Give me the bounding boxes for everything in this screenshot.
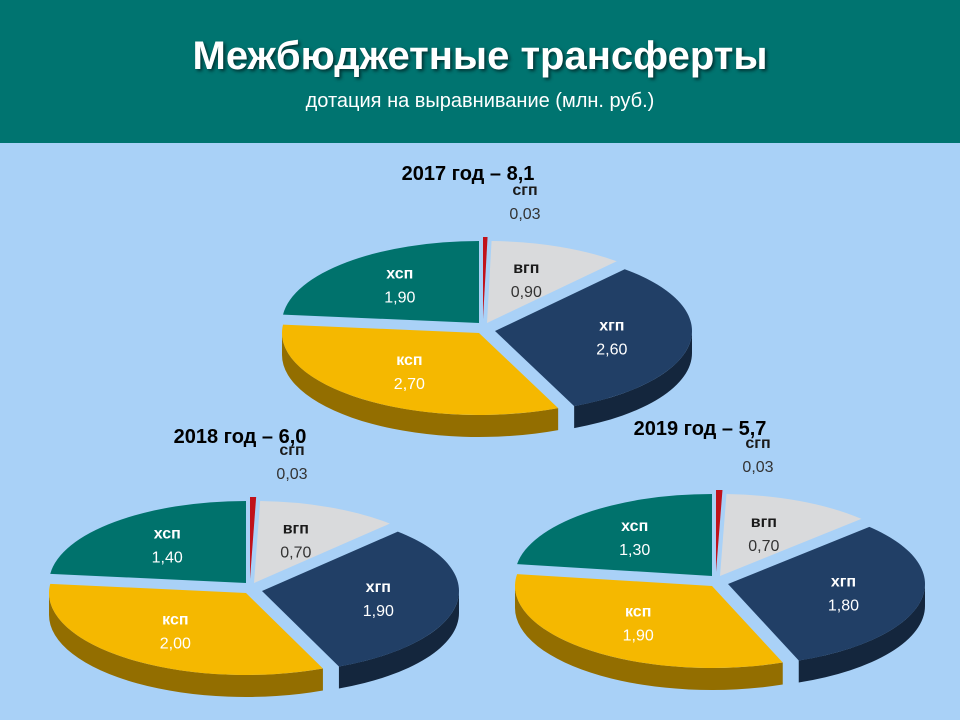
header-bar (0, 0, 960, 143)
slice-label-хсп: хсп (154, 525, 181, 542)
slice-label-ксп: ксп (396, 352, 422, 369)
slice-side-хгп (338, 591, 459, 689)
slice-value-хсп: 1,90 (384, 289, 415, 306)
slice-value-ксп: 2,00 (160, 635, 191, 652)
slice-value-ксп: 2,70 (394, 376, 425, 393)
slice-label-хгп: хгп (831, 574, 856, 591)
slice-label-сгп: сгп (512, 182, 537, 199)
slice-label-ксп: ксп (625, 603, 651, 620)
slice-label-вгп: вгп (513, 260, 539, 277)
slice-value-хсп: 1,40 (152, 549, 183, 566)
chart-title: 2019 год – 5,7 (634, 418, 767, 440)
slice-label-сгп: сгп (745, 435, 770, 452)
slice-value-хгп: 1,80 (828, 598, 859, 615)
slice-ксп (515, 574, 783, 669)
slice-вгп (487, 241, 617, 323)
slice-хгп (728, 526, 926, 661)
slice-хсп (50, 501, 247, 583)
slice-вгп (720, 494, 862, 576)
slice-label-сгп: сгп (279, 442, 304, 459)
slice-ксп (49, 583, 323, 675)
page-title: Межбюджетные трансферты (192, 34, 768, 78)
slice-value-хгп: 2,60 (596, 341, 627, 358)
slice-ксп (281, 324, 559, 415)
slice-хсп (283, 241, 479, 323)
chart-title: 2018 год – 6,0 (174, 426, 307, 448)
slice-label-хсп: хсп (386, 265, 413, 282)
slice-side-ксп (515, 586, 783, 690)
slice-value-хгп: 1,90 (363, 603, 394, 620)
slice-value-ксп: 1,90 (623, 627, 654, 644)
slice-value-вгп: 0,70 (280, 544, 311, 561)
slice-side-хгп (798, 584, 925, 683)
slice-сгп (716, 490, 723, 572)
slice-label-хсп: хсп (621, 518, 648, 535)
slice-хгп (262, 531, 460, 667)
slice-label-хгп: хгп (599, 317, 624, 334)
slice-side-ксп (282, 333, 559, 438)
slice-value-вгп: 0,90 (511, 284, 542, 301)
slice-value-сгп: 0,03 (276, 466, 307, 483)
slice-value-сгп: 0,03 (742, 459, 773, 476)
slice-value-сгп: 0,03 (509, 206, 540, 223)
page-subtitle: дотация на выравнивание (млн. руб.) (305, 90, 655, 112)
slice-сгп (483, 237, 488, 319)
slice-сгп (250, 497, 257, 579)
slice-value-вгп: 0,70 (748, 538, 779, 555)
slice-label-вгп: вгп (283, 520, 309, 537)
slice-хгп (495, 269, 692, 407)
slice-вгп (254, 501, 390, 583)
chart-title: 2017 год – 8,1 (402, 163, 535, 185)
slice-side-хгп (574, 331, 692, 429)
slice-value-хсп: 1,30 (619, 542, 650, 559)
slice-side-ксп (49, 593, 323, 698)
slice-label-хгп: хгп (366, 579, 391, 596)
slice-label-вгп: вгп (751, 514, 777, 531)
slice-хсп (517, 494, 712, 576)
slice-label-ксп: ксп (162, 611, 188, 628)
